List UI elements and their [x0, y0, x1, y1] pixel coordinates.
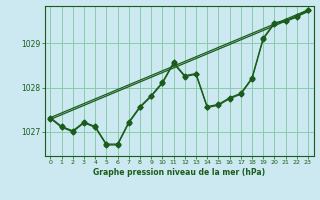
X-axis label: Graphe pression niveau de la mer (hPa): Graphe pression niveau de la mer (hPa) [93, 168, 265, 177]
